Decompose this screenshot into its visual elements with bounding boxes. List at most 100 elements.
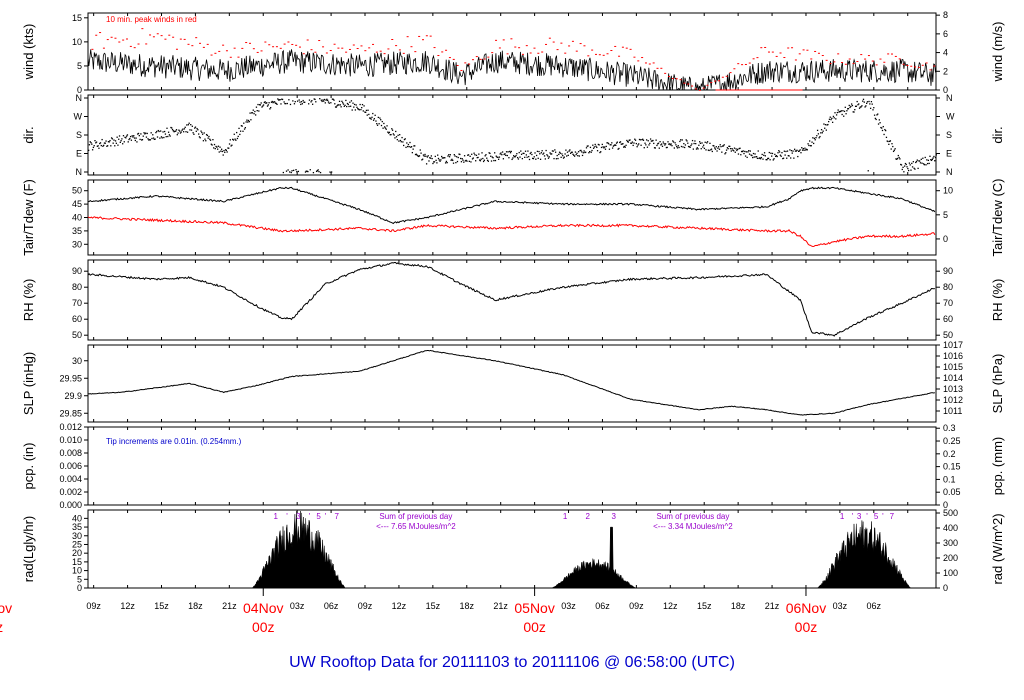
- dir-point: [881, 129, 884, 132]
- dir-point: [300, 101, 303, 103]
- dir-point: [505, 154, 507, 157]
- dir-point: [702, 144, 705, 146]
- dir-point: [453, 154, 455, 156]
- dir-point: [783, 150, 785, 152]
- dir-point: [607, 142, 609, 144]
- dir-point: [89, 141, 91, 143]
- dir-point: [301, 103, 303, 105]
- dir-point: [763, 152, 766, 154]
- dir-point: [332, 98, 334, 100]
- day-time: 00z: [523, 619, 546, 635]
- dir-point: [457, 156, 459, 159]
- peak-point: [660, 67, 663, 69]
- peak-point: [560, 42, 563, 44]
- dir-point: [92, 146, 95, 149]
- dir-point: [640, 144, 642, 146]
- dir-point: [436, 162, 438, 164]
- dir-point: [341, 100, 343, 102]
- peak-point: [233, 47, 236, 49]
- dir-point: [518, 151, 520, 154]
- dir-point: [797, 155, 799, 158]
- dir-point: [882, 125, 884, 128]
- dir-point: [763, 154, 765, 156]
- dir-point: [758, 157, 760, 160]
- dir-point: [803, 149, 805, 151]
- dir-point: [819, 135, 821, 138]
- dir-point: [510, 150, 512, 153]
- dir-point: [792, 150, 794, 152]
- panel-frame: [87, 12, 937, 91]
- dir-point: [911, 166, 914, 168]
- peak-point: [379, 50, 382, 52]
- dir-point: [239, 130, 242, 132]
- dir-point: [583, 150, 585, 152]
- ytick-label-right: 0: [943, 85, 948, 95]
- ytick-label-right: N: [946, 93, 953, 103]
- dir-point: [493, 159, 495, 162]
- dir-point: [107, 141, 110, 143]
- dir-point: [253, 113, 255, 115]
- dir-point: [262, 104, 265, 106]
- peak-point: [237, 56, 240, 58]
- dir-point: [646, 146, 649, 148]
- dir-point: [202, 140, 205, 142]
- dir-point: [520, 150, 522, 152]
- dir-point: [315, 101, 317, 103]
- peak-point: [137, 43, 140, 45]
- dir-point: [437, 157, 440, 160]
- peak-point: [495, 39, 498, 41]
- dir-point: [575, 153, 577, 156]
- dir-point: [372, 112, 374, 115]
- peak-point: [322, 46, 325, 48]
- dir-point: [887, 140, 889, 143]
- ytick-label-right: 1012: [943, 395, 963, 405]
- dir-point: [655, 139, 657, 141]
- dir-point: [683, 146, 686, 149]
- dir-point: [577, 155, 579, 157]
- dir-point: [639, 139, 641, 141]
- peak-point: [183, 38, 186, 40]
- xtick-label: 09z: [86, 601, 101, 611]
- dir-point: [728, 145, 730, 147]
- peak-point: [348, 48, 351, 50]
- peak-point: [468, 63, 471, 65]
- dir-point: [414, 153, 417, 156]
- dir-point: [213, 147, 215, 149]
- dir-point: [222, 154, 224, 156]
- dir-point: [573, 154, 575, 156]
- peak-point: [264, 41, 267, 43]
- dir-point: [578, 155, 581, 157]
- peak-point: [652, 62, 655, 64]
- dir-point: [760, 156, 763, 159]
- hour-marker: ': [325, 512, 327, 521]
- dir-point: [252, 109, 254, 111]
- dir-point: [719, 144, 721, 146]
- dir-point: [602, 146, 604, 148]
- dir-point: [612, 145, 615, 147]
- dir-point: [911, 162, 913, 165]
- dir-point: [591, 149, 593, 152]
- dir-point: [299, 101, 301, 103]
- dir-point: [415, 153, 417, 155]
- dir-point: [715, 146, 717, 148]
- ytick-label-right: 0: [943, 234, 948, 244]
- rad-day-1: [251, 510, 346, 589]
- dir-point: [504, 153, 506, 155]
- dir-point: [816, 129, 819, 132]
- dir-point: [330, 102, 332, 104]
- dir-point: [348, 105, 350, 108]
- dir-point: [729, 145, 731, 148]
- dir-point: [300, 103, 302, 106]
- ytick-label: 0: [77, 583, 82, 593]
- dir-point: [385, 128, 387, 130]
- ytick-label: 0.010: [59, 435, 82, 445]
- ytick-label: 10: [72, 37, 82, 47]
- dir-point: [224, 151, 226, 154]
- peak-point: [556, 49, 559, 51]
- dir-point: [347, 103, 349, 106]
- dir-point: [110, 137, 113, 139]
- dir-point: [477, 156, 479, 159]
- sum-note-value: <--- 7.65 MJoules/m^2: [376, 522, 456, 531]
- dir-point: [759, 157, 761, 159]
- dir-point: [402, 141, 404, 143]
